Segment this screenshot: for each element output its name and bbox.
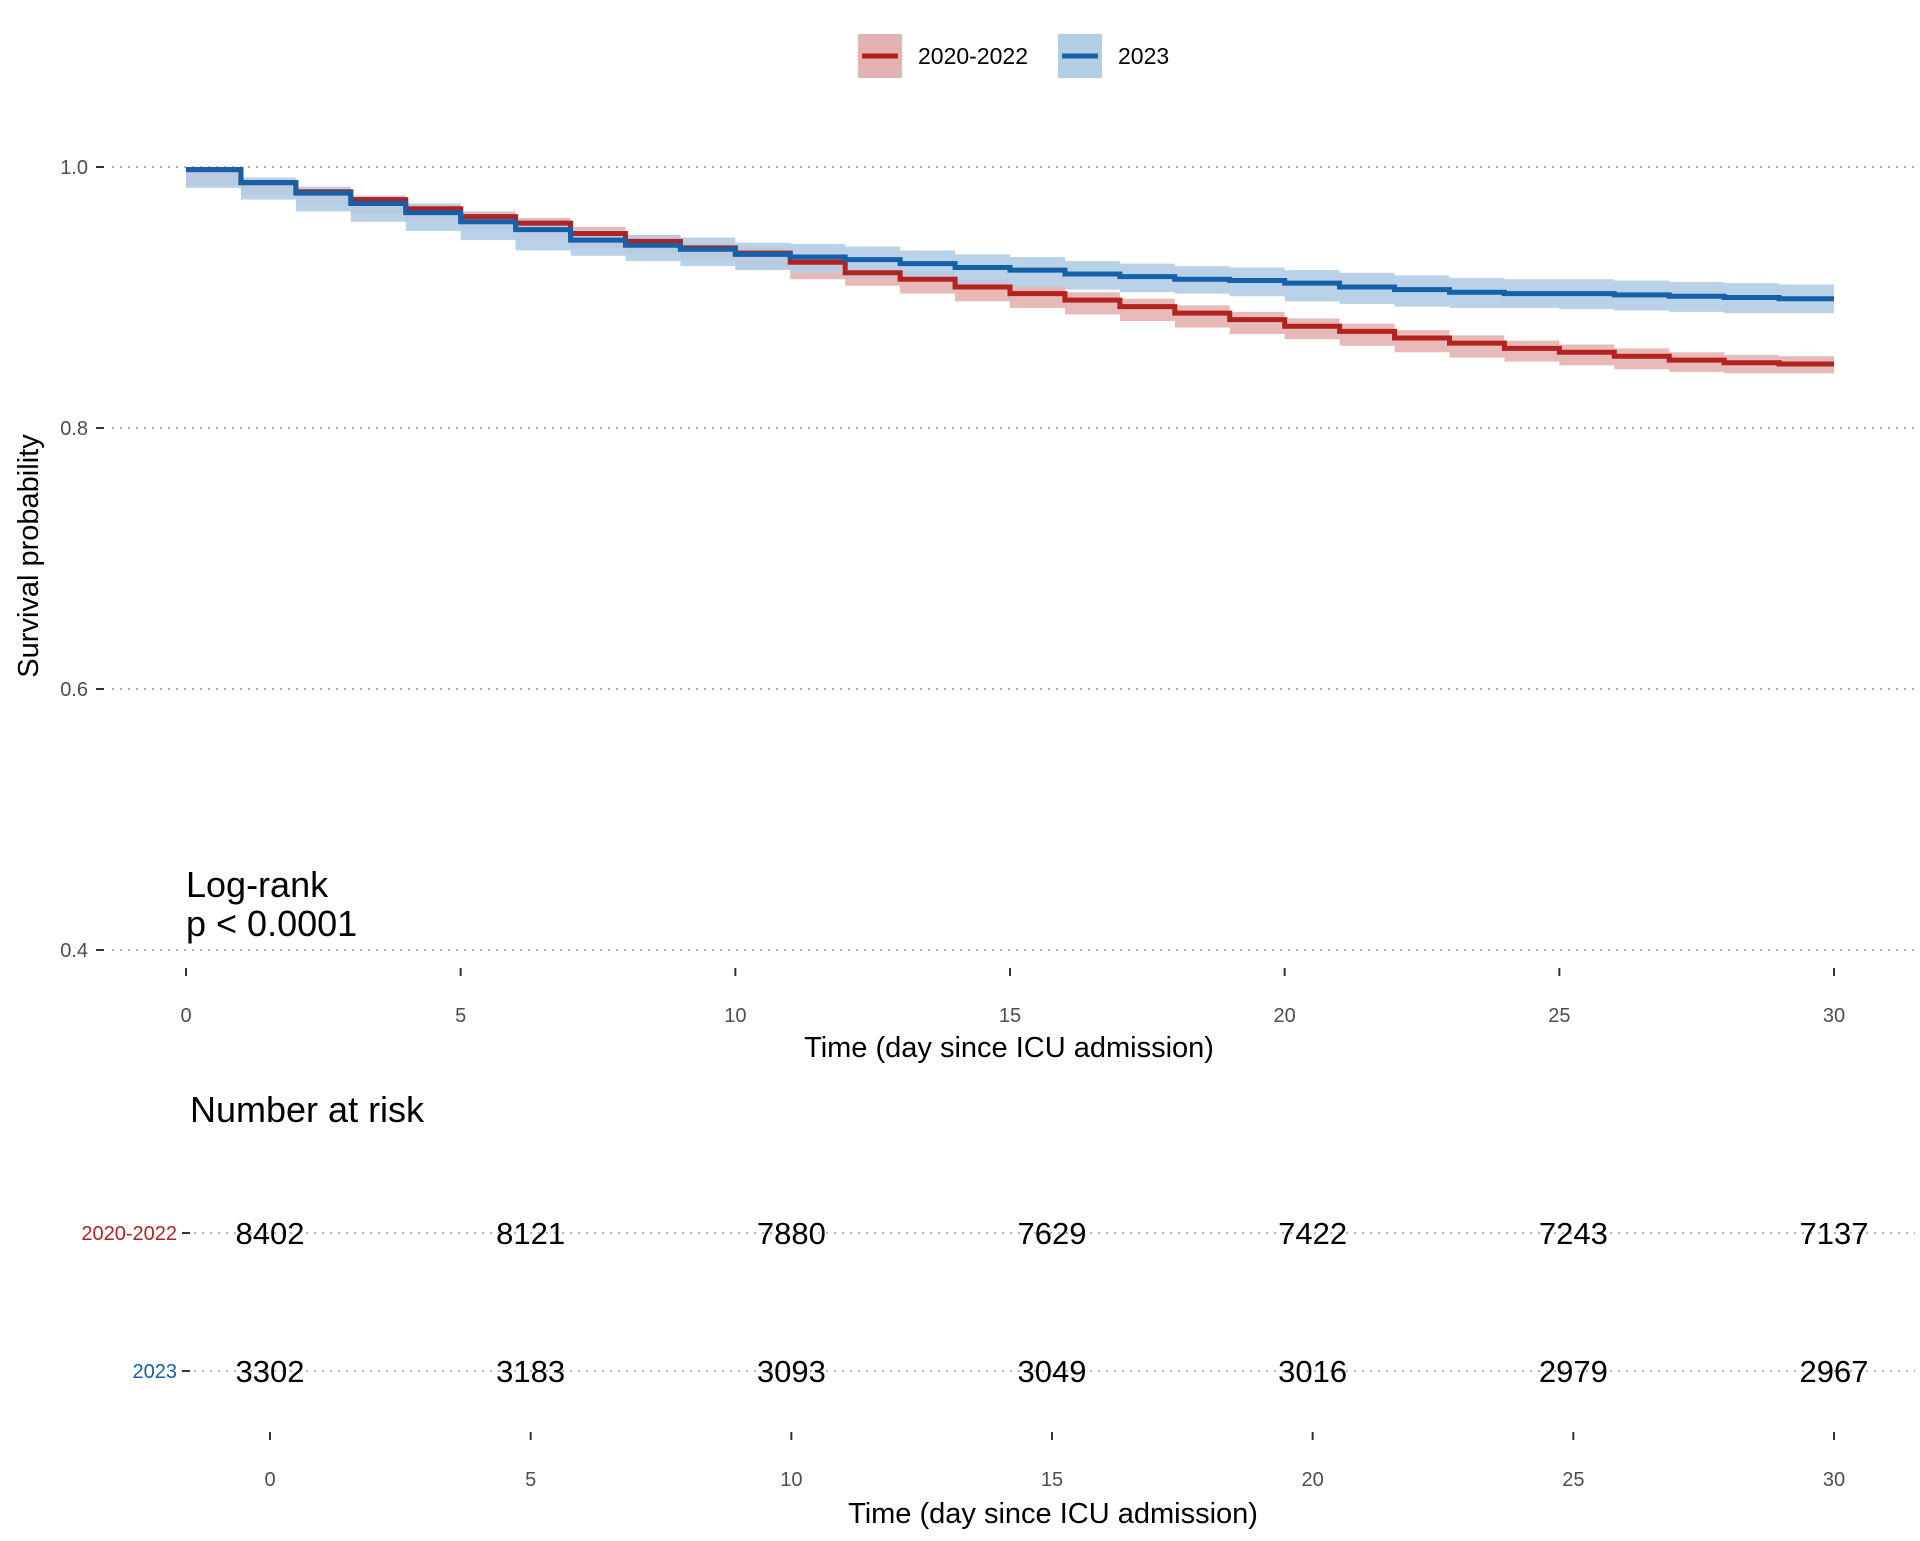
risk-row-label-2023: 2023 <box>133 1361 178 1383</box>
legend-label-2023: 2023 <box>1118 43 1169 69</box>
risk-count: 3302 <box>236 1354 305 1389</box>
x-tick-label: 0 <box>180 1005 191 1027</box>
risk-count: 2979 <box>1539 1354 1608 1389</box>
survival-plot-curves <box>186 167 1834 367</box>
risk-x-tick-label: 10 <box>780 1469 802 1491</box>
risk-x-tick-label: 5 <box>525 1469 536 1491</box>
risk-table-x-axis: 0 5 10 15 20 25 30 <box>264 1432 1845 1491</box>
x-tick-label: 25 <box>1548 1005 1570 1027</box>
risk-count: 7137 <box>1800 1216 1869 1251</box>
survival-plot-x-axis: 0 5 10 15 20 25 30 <box>180 968 1845 1027</box>
risk-count: 3093 <box>757 1354 826 1389</box>
x-tick-label: 5 <box>455 1005 466 1027</box>
legend: 2020-2022 2023 <box>858 34 1169 78</box>
survival-plot-y-axis-title: Survival probability <box>13 434 45 678</box>
risk-count: 7629 <box>1018 1216 1087 1251</box>
survival-plot-confidence-bands <box>186 167 1834 374</box>
risk-table-rows: 2020-2022 8402 8121 7880 7629 7422 7243 7137 202… <box>81 1216 1868 1389</box>
legend-label-2020-2022: 2020-2022 <box>918 43 1028 69</box>
risk-count: 8121 <box>496 1216 565 1251</box>
risk-count: 7422 <box>1278 1216 1347 1251</box>
x-tick-label: 20 <box>1274 1005 1296 1027</box>
x-tick-label: 30 <box>1823 1005 1845 1027</box>
risk-count: 8402 <box>236 1216 305 1251</box>
x-tick-label: 10 <box>724 1005 746 1027</box>
y-tick-label: 0.6 <box>60 679 88 701</box>
ci-band-2020-2022 <box>186 168 1834 374</box>
risk-count: 7243 <box>1539 1216 1608 1251</box>
logrank-label: Log-rank <box>186 864 329 905</box>
risk-x-tick-label: 25 <box>1562 1469 1584 1491</box>
survival-curve-2023 <box>186 167 1834 302</box>
risk-table-title: Number at risk <box>190 1089 425 1130</box>
risk-table-x-axis-title: Time (day since ICU admission) <box>848 1498 1258 1530</box>
risk-count: 3183 <box>496 1354 565 1389</box>
ci-band-2023 <box>186 167 1834 314</box>
risk-count: 2967 <box>1800 1354 1869 1389</box>
y-tick-label: 0.4 <box>60 940 88 962</box>
y-tick-label: 1.0 <box>60 157 88 179</box>
logrank-p-value: p < 0.0001 <box>186 903 357 944</box>
risk-table-gridlines <box>186 1232 1915 1372</box>
risk-x-tick-label: 20 <box>1302 1469 1324 1491</box>
risk-row-label-2020-2022: 2020-2022 <box>81 1223 177 1245</box>
risk-count: 7880 <box>757 1216 826 1251</box>
risk-x-tick-label: 0 <box>264 1469 275 1491</box>
risk-x-tick-label: 15 <box>1041 1469 1063 1491</box>
y-tick-label: 0.8 <box>60 418 88 440</box>
risk-count: 3049 <box>1018 1354 1087 1389</box>
survival-plot-x-axis-title: Time (day since ICU admission) <box>804 1032 1214 1064</box>
risk-x-tick-label: 30 <box>1823 1469 1845 1491</box>
x-tick-label: 15 <box>999 1005 1021 1027</box>
risk-count: 3016 <box>1278 1354 1347 1389</box>
survival-plot-y-axis: 0.4 0.6 0.8 1.0 <box>60 157 104 962</box>
